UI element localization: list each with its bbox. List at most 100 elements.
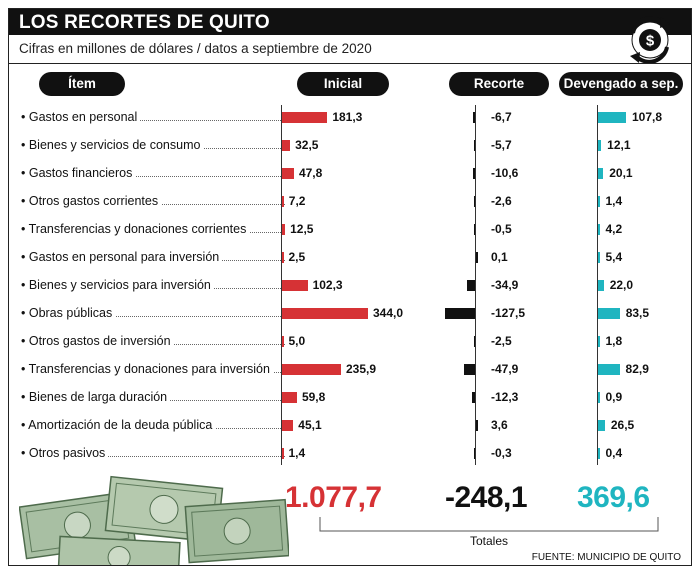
value-devengado: 83,5 bbox=[625, 306, 650, 320]
infographic-frame: LOS RECORTES DE QUITO $ Cifras en millon… bbox=[8, 8, 692, 566]
value-recorte: -0,3 bbox=[491, 446, 512, 460]
bar-recorte bbox=[476, 252, 478, 263]
value-recorte: -10,6 bbox=[491, 166, 519, 180]
bar-inicial bbox=[282, 196, 284, 207]
row-label: • Bienes de larga duración bbox=[21, 390, 171, 404]
bar-inicial bbox=[282, 112, 328, 123]
row-label: • Otros pasivos bbox=[21, 446, 109, 460]
bar-devengado bbox=[598, 140, 602, 151]
bar-recorte bbox=[473, 112, 475, 123]
row-label: • Obras públicas bbox=[21, 306, 116, 320]
total-devengado: 369,6 bbox=[577, 481, 650, 514]
row-label: • Bienes y servicios para inversión bbox=[21, 278, 214, 292]
row-label: • Otros gastos corrientes bbox=[21, 194, 162, 208]
value-devengado: 20,1 bbox=[609, 166, 633, 180]
value-inicial: 2,5 bbox=[288, 250, 306, 264]
bar-recorte bbox=[472, 168, 475, 179]
value-devengado: 0,4 bbox=[605, 446, 623, 460]
value-inicial: 12,5 bbox=[290, 222, 314, 236]
value-devengado: 26,5 bbox=[610, 418, 635, 432]
value-inicial: 32,5 bbox=[295, 138, 319, 152]
bar-devengado bbox=[598, 224, 600, 235]
totals-label: Totales bbox=[465, 534, 513, 548]
bar-recorte bbox=[472, 392, 475, 403]
bar-inicial bbox=[282, 168, 294, 179]
row-label: • Otros gastos de inversión bbox=[21, 334, 174, 348]
bar-recorte bbox=[473, 224, 475, 235]
bar-devengado bbox=[598, 364, 620, 375]
row-label: • Transferencias y donaciones para inver… bbox=[21, 362, 273, 376]
row-label: • Transferencias y donaciones corrientes bbox=[21, 222, 250, 236]
totals-bracket bbox=[319, 517, 659, 532]
bar-recorte bbox=[445, 308, 475, 319]
value-recorte: -12,3 bbox=[491, 390, 519, 404]
value-recorte: 0,1 bbox=[491, 250, 508, 264]
title-bar: LOS RECORTES DE QUITO bbox=[9, 9, 691, 35]
row-leader bbox=[23, 456, 285, 457]
bar-devengado bbox=[598, 112, 626, 123]
value-recorte: -6,7 bbox=[491, 110, 512, 124]
bar-devengado bbox=[598, 196, 600, 207]
value-devengado: 82,9 bbox=[625, 362, 649, 376]
value-inicial: 344,0 bbox=[373, 306, 404, 320]
bar-inicial bbox=[282, 392, 297, 403]
bar-recorte bbox=[476, 420, 478, 431]
header-devengado: Devengado a sep. bbox=[559, 72, 683, 96]
value-recorte: -5,7 bbox=[491, 138, 512, 152]
row-leader bbox=[23, 316, 285, 317]
subtitle-divider bbox=[9, 63, 691, 64]
bar-inicial bbox=[282, 280, 308, 291]
bar-inicial bbox=[282, 448, 284, 459]
value-recorte: -2,5 bbox=[491, 334, 512, 348]
subtitle: Cifras en millones de dólares / datos a … bbox=[19, 41, 372, 56]
svg-text:$: $ bbox=[646, 33, 655, 50]
banknotes-illustration bbox=[19, 475, 289, 565]
value-inicial: 181,3 bbox=[332, 110, 363, 124]
bar-devengado bbox=[598, 336, 600, 347]
bar-recorte bbox=[463, 364, 475, 375]
dollar-cycle-icon: $ bbox=[630, 16, 670, 64]
row-leader bbox=[23, 120, 285, 121]
bar-devengado bbox=[598, 308, 620, 319]
row-label: • Gastos en personal bbox=[21, 110, 141, 124]
axis-devengado bbox=[597, 105, 598, 465]
bar-devengado bbox=[598, 280, 604, 291]
bar-devengado bbox=[598, 392, 600, 403]
bar-inicial bbox=[282, 252, 284, 263]
axis-inicial bbox=[281, 105, 282, 465]
value-devengado: 5,4 bbox=[605, 250, 623, 264]
value-devengado: 107,8 bbox=[632, 110, 663, 124]
value-devengado: 1,4 bbox=[605, 194, 623, 208]
source-note: FUENTE: MUNICIPIO DE QUITO bbox=[531, 552, 681, 563]
header-inicial: Inicial bbox=[297, 72, 389, 96]
row-label: • Amortización de la deuda pública bbox=[21, 418, 216, 432]
value-inicial: 47,8 bbox=[298, 166, 323, 180]
value-devengado: 4,2 bbox=[605, 222, 623, 236]
value-recorte: -127,5 bbox=[491, 306, 526, 320]
bar-recorte bbox=[473, 196, 475, 207]
bar-devengado bbox=[598, 420, 605, 431]
bar-inicial bbox=[282, 420, 294, 431]
page-title: LOS RECORTES DE QUITO bbox=[19, 12, 270, 33]
value-inicial: 7,2 bbox=[288, 194, 306, 208]
bar-inicial bbox=[282, 140, 291, 151]
value-recorte: -0,5 bbox=[491, 222, 512, 236]
bar-devengado bbox=[598, 252, 600, 263]
total-inicial: 1.077,7 bbox=[285, 481, 382, 514]
axis-recorte bbox=[475, 105, 476, 465]
bar-recorte bbox=[466, 280, 475, 291]
value-devengado: 12,1 bbox=[607, 138, 631, 152]
value-inicial: 45,1 bbox=[298, 418, 322, 432]
value-inicial: 102,3 bbox=[312, 278, 343, 292]
value-inicial: 235,9 bbox=[345, 362, 376, 376]
header-item: Ítem bbox=[39, 72, 125, 96]
total-recorte: -248,1 bbox=[445, 481, 528, 514]
bar-inicial bbox=[282, 336, 284, 347]
value-devengado: 1,8 bbox=[605, 334, 623, 348]
bar-inicial bbox=[282, 308, 368, 319]
value-recorte: -47,9 bbox=[491, 362, 519, 376]
value-recorte: -34,9 bbox=[491, 278, 519, 292]
value-devengado: 22,0 bbox=[609, 278, 634, 292]
row-label: • Gastos financieros bbox=[21, 166, 136, 180]
bar-recorte bbox=[473, 448, 475, 459]
